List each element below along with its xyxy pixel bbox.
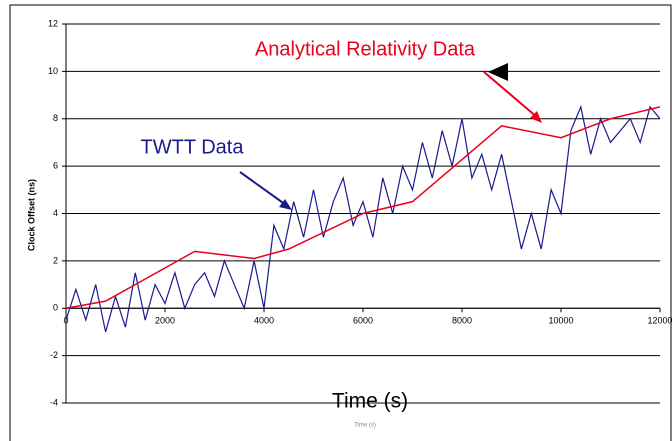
y-tick-label: 8 bbox=[53, 113, 58, 123]
x-tick-label: 10000 bbox=[548, 316, 573, 326]
y-tick-label: 10 bbox=[48, 66, 58, 76]
x-tick-label: 6000 bbox=[353, 316, 373, 326]
arrowhead bbox=[279, 199, 292, 210]
arrow bbox=[239, 171, 287, 206]
data-line bbox=[65, 106, 661, 309]
y-tick-label: 2 bbox=[53, 255, 58, 265]
data-line bbox=[65, 104, 661, 333]
arrow bbox=[483, 71, 539, 119]
y-tick-label: -2 bbox=[50, 350, 58, 360]
y-tick-label: 6 bbox=[53, 161, 58, 171]
arrowhead bbox=[488, 63, 508, 81]
y-tick-label: 0 bbox=[53, 303, 58, 313]
x-tick-label: 8000 bbox=[452, 316, 472, 326]
y-axis-label: Clock Offset (ns) bbox=[26, 179, 36, 251]
x-tick-label: 2000 bbox=[155, 316, 175, 326]
y-tick-label: -4 bbox=[50, 397, 58, 407]
annotation: Analytical Relativity Data bbox=[255, 38, 476, 60]
chart-frame bbox=[9, 4, 672, 441]
annotation: TWTT Data bbox=[141, 136, 245, 158]
arrowhead bbox=[530, 111, 542, 123]
x-tick-label: 12000 bbox=[647, 316, 672, 326]
annotation: Time (s) bbox=[332, 390, 408, 413]
x-tick-label: 4000 bbox=[254, 316, 274, 326]
y-tick-label: 12 bbox=[48, 18, 58, 28]
y-tick-label: 4 bbox=[53, 208, 58, 218]
marks bbox=[65, 104, 661, 333]
x-axis-label: Time (s) bbox=[354, 423, 376, 429]
